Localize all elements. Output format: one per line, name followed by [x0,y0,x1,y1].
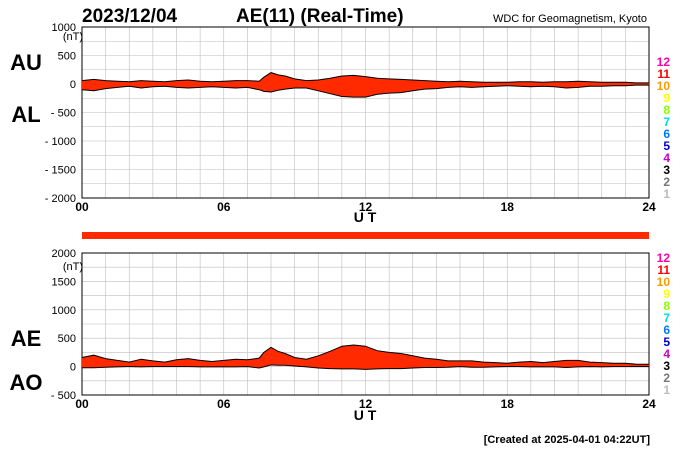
y-tick-label: - 1000 [45,136,76,148]
x-tick-label: 18 [501,397,515,411]
station-legend-item: 12 [657,55,671,69]
y-tick-label: 0 [70,79,76,91]
station-legend-item: 9 [663,91,670,105]
station-legend-item: 5 [663,335,670,349]
series-line-ae [81,344,649,365]
plot-frame [81,26,650,199]
x-tick-label: 18 [501,200,515,214]
station-legend-item: 11 [657,67,670,81]
y-tick-label: - 2000 [45,193,76,205]
station-legend-item: 11 [657,263,670,277]
station-legend-item: 6 [663,323,670,337]
x-tick-label: 24 [642,200,656,214]
x-tick-label: 00 [75,200,89,214]
y-tick-label: - 500 [51,390,76,402]
bottom-panel-lines [81,344,649,370]
plot-frame [81,252,650,396]
x-tick-label: 12 [359,200,373,214]
station-legend-item: 7 [663,311,670,325]
top-panel-unit-label: (nT) [63,31,83,43]
y-tick-label: 1500 [52,276,76,288]
date-label: 2023/12/04 [82,6,178,27]
y-tick-label: 1000 [52,305,76,317]
filled-area [82,72,649,98]
station-legend-item: 1 [663,383,670,397]
station-legend-item: 9 [663,287,670,301]
station-legend-item: 3 [663,359,670,373]
station-legend-item: 4 [663,347,670,361]
au-label: AU [10,50,42,75]
y-tick-label: 500 [58,333,76,345]
station-legend-item: 7 [663,115,670,129]
separator-bar [82,232,649,239]
station-legend-item: 3 [663,163,670,177]
y-tick-label: - 1500 [45,165,76,177]
chart-title: AE(11) (Real-Time) [236,6,404,27]
station-legend-item: 12 [657,251,671,265]
station-legend-item: 8 [663,103,670,117]
series-line-al [81,84,649,98]
y-tick-label: - 500 [51,108,76,120]
station-legend-item: 1 [663,187,670,201]
ao-label: AO [10,370,43,395]
station-legend-item: 5 [663,139,670,153]
y-tick-label: 0 [70,362,76,374]
station-legend-item: 2 [663,371,670,385]
top-panel-x-axis-label: U T [354,209,377,225]
x-tick-label: 12 [359,397,373,411]
top-panel-areas [82,72,649,98]
ae-label: AE [11,326,42,351]
station-legend-item: 8 [663,299,670,313]
top-panel-grid [81,26,650,199]
bottom-panel-x-axis-label: U T [354,407,377,423]
source-label: WDC for Geomagnetism, Kyoto [493,13,647,25]
bottom-panel-unit-label: (nT) [63,261,83,273]
x-tick-label: 06 [217,200,231,214]
series-line-ao [82,364,649,370]
station-legend-item: 10 [657,79,671,93]
x-tick-label: 06 [217,397,231,411]
created-timestamp: [Created at 2025-04-01 04:22UT] [484,434,651,446]
y-tick-label: 2000 [52,248,76,260]
x-tick-label: 00 [75,397,89,411]
station-legend-item: 6 [663,127,670,141]
station-legend-item: 2 [663,175,670,189]
station-legend-item: 10 [657,275,671,289]
al-label: AL [11,102,40,127]
station-legend-item: 4 [663,151,670,165]
x-tick-label: 24 [642,397,656,411]
series-line-au [81,72,649,84]
y-tick-label: 1000 [52,22,76,34]
top-panel-lines [81,72,649,98]
y-tick-label: 500 [58,51,76,63]
